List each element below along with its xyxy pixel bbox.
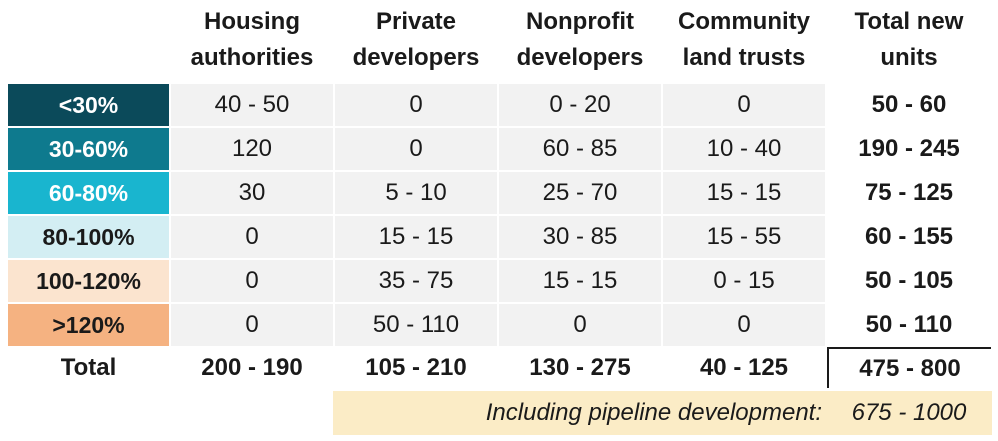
table-cell: 10 - 40 [663,128,825,170]
table-cell: 0 [335,128,497,170]
table-cell: 0 [499,304,661,346]
table-cell: 15 - 15 [335,216,497,258]
column-header: Private developers [352,8,480,71]
table-cell: 5 - 10 [335,172,497,214]
table-cell: 25 - 70 [499,172,661,214]
row-label-income-band: >120% [8,304,169,346]
row-total-cell: 50 - 105 [864,267,954,294]
table-cell: 30 - 85 [499,216,661,258]
table-cell: 60 - 85 [499,128,661,170]
table-cell: 40 - 50 [171,84,333,126]
column-total-cell: 105 - 210 [365,354,467,381]
row-label-income-band: 60-80% [8,172,169,214]
column-header: Total new units [854,8,964,71]
pipeline-label: Including pipeline development: [485,399,822,426]
table-cell: 15 - 15 [499,260,661,302]
table-cell: 0 [335,84,497,126]
table-cell: 30 [171,172,333,214]
column-total-cell: 40 - 125 [699,354,789,381]
row-label-income-band: <30% [8,84,169,126]
table-cell: 0 [663,84,825,126]
table-cell: 15 - 15 [663,172,825,214]
table-cell: 0 [171,304,333,346]
table-cell: 35 - 75 [335,260,497,302]
row-label-income-band: 30-60% [8,128,169,170]
pipeline-value: 675 - 1000 [851,399,967,426]
pipeline-development-band: Including pipeline development: 675 - 100… [333,391,992,435]
table-cell: 0 [171,260,333,302]
row-total-cell: 50 - 60 [871,91,947,118]
grand-total-cell: 475 - 800 [827,347,991,388]
row-total-cell: 50 - 110 [865,311,953,338]
total-row-label: Total [60,354,117,381]
row-total-cell: 60 - 155 [864,223,954,250]
row-label-income-band: 80-100% [8,216,169,258]
table-cell: 0 - 15 [663,260,825,302]
table-cell: 15 - 55 [663,216,825,258]
row-label-income-band: 100-120% [8,260,169,302]
column-total-cell: 200 - 190 [201,354,303,381]
column-header: Housing authorities [190,8,314,71]
column-header: Community land trusts [678,8,810,71]
table-cell: 120 [171,128,333,170]
row-total-cell: 190 - 245 [858,135,960,162]
table-cell: 0 [171,216,333,258]
column-total-cell: 130 - 275 [529,354,631,381]
table-cell: 0 - 20 [499,84,661,126]
column-header: Nonprofit developers [516,8,644,71]
table-cell: 0 [663,304,825,346]
table-cell: 50 - 110 [335,304,497,346]
row-total-cell: 75 - 125 [864,179,954,206]
